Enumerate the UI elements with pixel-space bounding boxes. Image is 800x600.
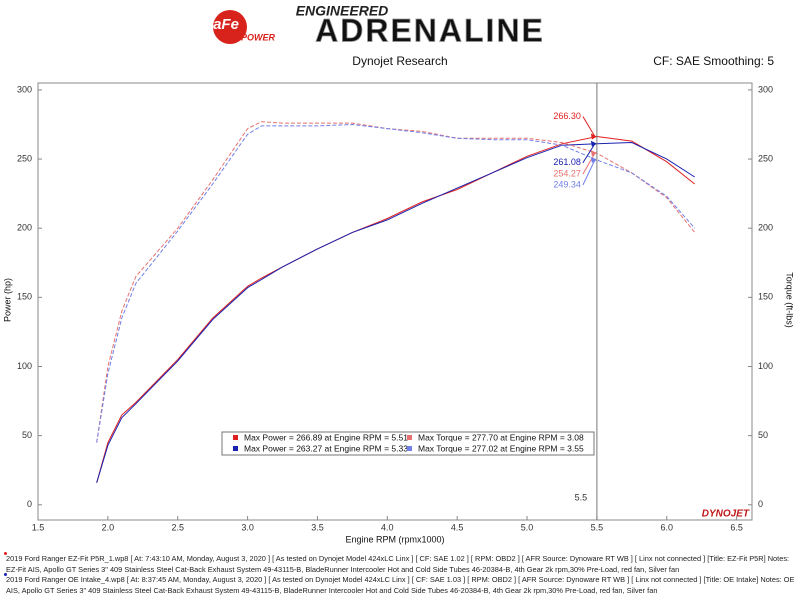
logo-main: aFe [213, 16, 239, 33]
x-tick-label: 2.5 [171, 522, 184, 532]
readout-arrow [582, 152, 596, 175]
y2-tick-label: 0 [758, 499, 763, 509]
readout-arrowhead [590, 156, 597, 163]
y-axis-label: Power (hp) [2, 278, 12, 322]
y-tick-label: 0 [27, 499, 32, 509]
series-line [96, 141, 695, 483]
x-tick-label: 5.5 [591, 522, 604, 532]
plot-frame [37, 82, 753, 521]
chart-subtitle: CF: SAE Smoothing: 5 [653, 54, 774, 68]
notes: 2019 Ford Ranger EZ-Fit P5R_1.wp8 [ At: … [4, 552, 796, 596]
y-tick-label: 150 [17, 292, 32, 302]
tagline-top: ENGINEERED [296, 3, 389, 19]
y-tick-label: 50 [22, 430, 32, 440]
legend-swatch [233, 446, 238, 451]
x-tick-label: 2.0 [102, 522, 115, 532]
y2-tick-label: 250 [758, 153, 773, 163]
legend-swatch [233, 435, 238, 440]
y2-tick-label: 300 [758, 84, 773, 94]
logo-sub: POWER [241, 32, 276, 42]
x-tick-label: 3.0 [241, 522, 254, 532]
note-text: 2019 Ford Ranger EZ-Fit P5R_1.wp8 [ At: … [6, 554, 790, 574]
readout-label: 249.34 [553, 179, 581, 189]
x-tick-label: 3.5 [311, 522, 324, 532]
y-tick-label: 300 [17, 84, 32, 94]
note: 2019 Ford Ranger OE Intake_4.wp8 [ At: 8… [4, 573, 796, 596]
x-tick-label: 5.0 [521, 522, 534, 532]
readout-arrowhead [590, 140, 597, 147]
y2-axis-label: Torque (ft-lbs) [785, 272, 795, 328]
y-tick-label: 250 [17, 153, 32, 163]
x-tick-label: 6.0 [661, 522, 674, 532]
logo-badge [213, 10, 247, 44]
y2-tick-label: 50 [758, 430, 768, 440]
readout-arrow [582, 159, 596, 186]
series-line [96, 123, 696, 443]
legend: Max Power = 266.89 at Engine RPM = 5.51M… [221, 431, 595, 456]
brand-logo: DYNOJET [702, 509, 750, 520]
note-text: 2019 Ford Ranger OE Intake_4.wp8 [ At: 8… [6, 575, 795, 595]
legend-label: Max Torque = 277.02 at Engine RPM = 3.55 [418, 443, 584, 453]
tagline-main: ADRENALINE [315, 12, 545, 48]
readout-label: 254.27 [553, 169, 581, 179]
x-tick-label: 4.0 [381, 522, 394, 532]
readout-arrow [582, 143, 596, 164]
y-tick-label: 200 [17, 223, 32, 233]
y2-tick-label: 150 [758, 292, 773, 302]
y2-tick-label: 100 [758, 361, 773, 371]
legend-swatch [407, 435, 412, 440]
chart: aFe POWER ENGINEERED ADRENALINE Dynojet … [2, 3, 795, 545]
readout-label: 261.08 [553, 157, 581, 167]
series-line [96, 135, 696, 483]
x-tick-label: 1.5 [32, 522, 45, 532]
note: 2019 Ford Ranger EZ-Fit P5R_1.wp8 [ At: … [4, 552, 796, 575]
note-marker [4, 573, 7, 576]
note-marker [4, 552, 7, 555]
x-tick-label: 6.5 [730, 522, 743, 532]
readout-label: 266.30 [553, 111, 581, 121]
legend-label: Max Power = 263.27 at Engine RPM = 5.33 [244, 443, 408, 453]
legend-label: Max Power = 266.89 at Engine RPM = 5.51 [244, 432, 408, 442]
y-tick-label: 100 [17, 361, 32, 371]
series-line [96, 121, 696, 443]
legend-swatch [407, 446, 412, 451]
readout-arrowhead [590, 150, 597, 157]
legend-label: Max Torque = 277.70 at Engine RPM = 3.08 [418, 432, 584, 442]
readout-arrow [582, 116, 596, 137]
y2-tick-label: 200 [758, 223, 773, 233]
x-tick-label: 4.5 [451, 522, 464, 532]
readout-arrowhead [590, 133, 597, 140]
cursor-label: 5.5 [575, 492, 588, 502]
chart-title: Dynojet Research [352, 54, 447, 68]
legend-box [221, 431, 595, 456]
x-axis-label: Engine RPM (rpmx1000) [345, 534, 444, 544]
